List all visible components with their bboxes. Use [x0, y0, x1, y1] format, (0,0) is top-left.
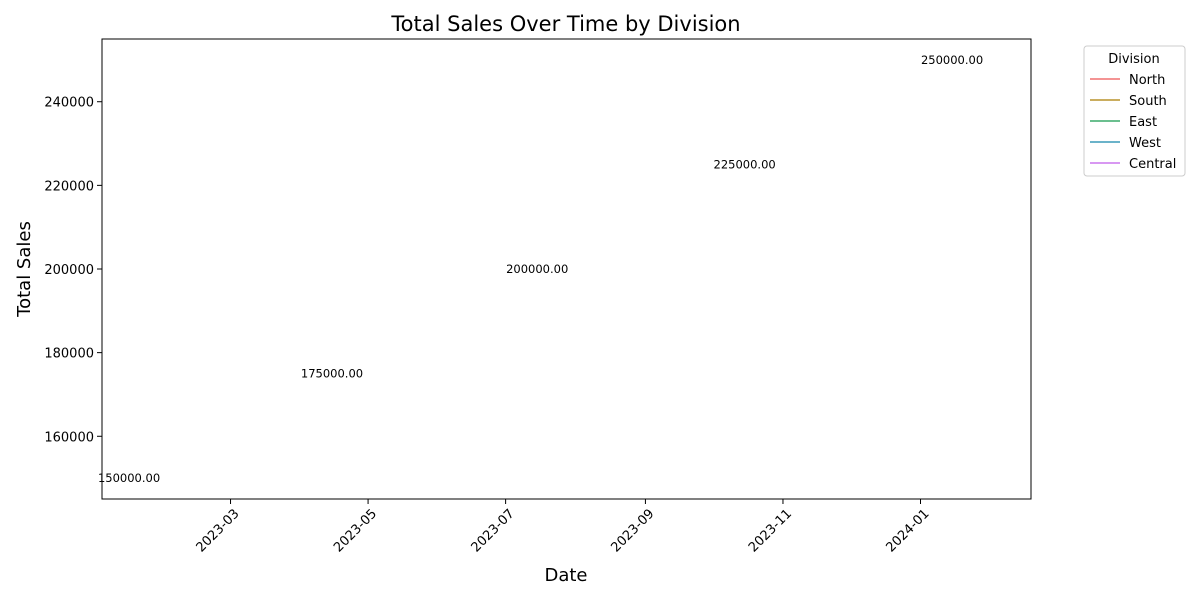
legend: Division North South East West Central: [1083, 45, 1186, 177]
x-tick-label: 2023-09: [608, 506, 657, 555]
legend-label-east: East: [1129, 115, 1157, 130]
x-tick-label: 2023-07: [469, 506, 518, 555]
x-tick-label: 2023-11: [746, 506, 795, 555]
data-label: 175000.00: [301, 367, 363, 381]
legend-label-south: South: [1129, 94, 1167, 109]
data-label: 250000.00: [921, 53, 983, 67]
legend-title: Division: [1108, 52, 1160, 67]
x-axis: 2023-03 2023-05 2023-07 2023-09 2023-11 2024-…: [194, 499, 933, 555]
data-labels: 150000.00 175000.00 200000.00 225000.00 2500…: [98, 53, 983, 485]
y-tick-label: 160000: [44, 430, 94, 445]
x-tick-label: 2023-03: [194, 506, 243, 555]
x-tick-label: 2023-05: [331, 506, 380, 555]
data-label: 150000.00: [98, 471, 160, 485]
y-axis: 160000 180000 200000 220000 240000: [44, 96, 102, 445]
data-label: 225000.00: [714, 157, 776, 171]
x-axis-label: Date: [544, 565, 587, 586]
chart-title: Total Sales Over Time by Division: [390, 12, 740, 36]
y-axis-label: Total Sales: [14, 221, 35, 318]
data-label: 200000.00: [506, 262, 568, 276]
y-tick-label: 240000: [44, 96, 94, 111]
y-tick-label: 220000: [44, 179, 94, 194]
legend-label-central: Central: [1129, 157, 1176, 172]
y-tick-label: 200000: [44, 263, 94, 278]
legend-label-west: West: [1129, 136, 1161, 151]
legend-label-north: North: [1129, 73, 1165, 88]
y-tick-label: 180000: [44, 347, 94, 362]
x-tick-label: 2024-01: [884, 506, 933, 555]
